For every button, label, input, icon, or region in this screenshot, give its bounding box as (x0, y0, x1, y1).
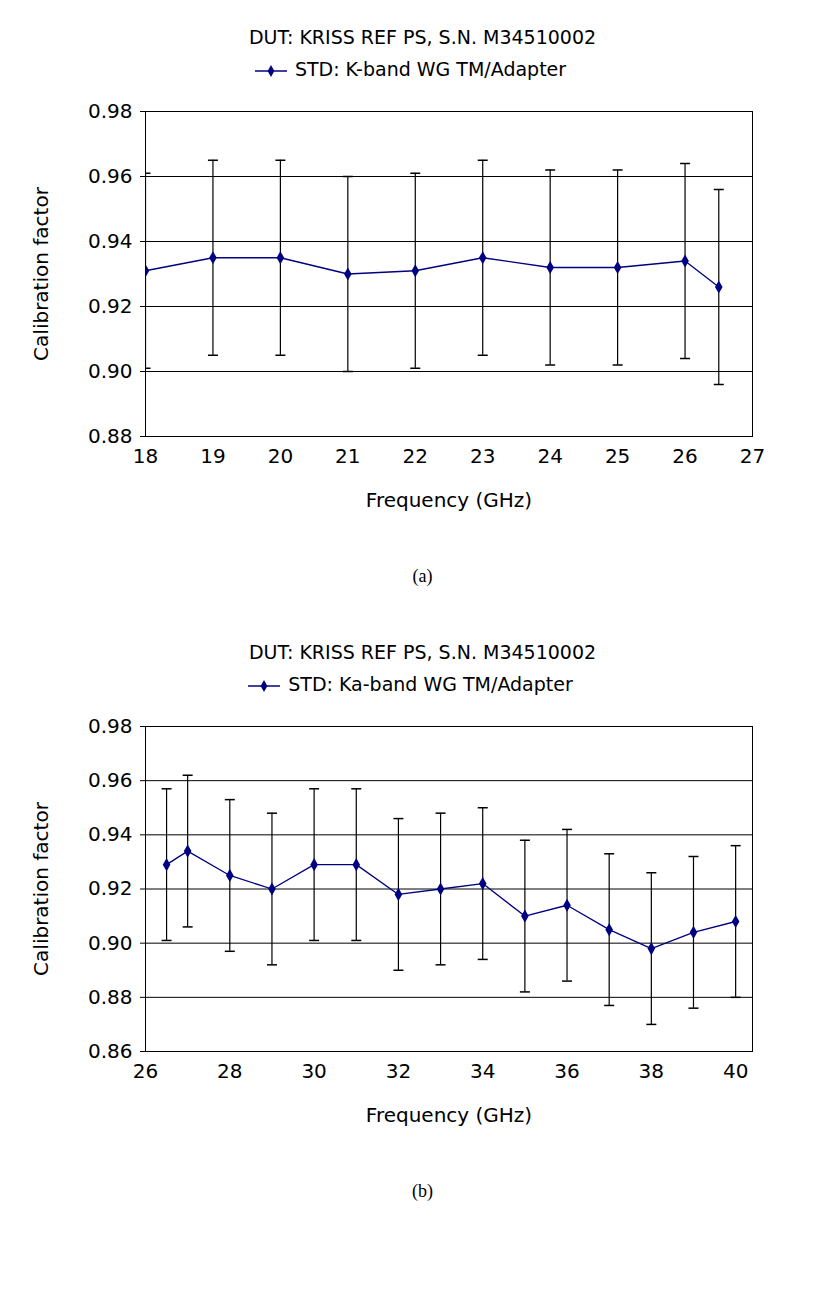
svg-text:0.98: 0.98 (88, 714, 133, 738)
svg-text:38: 38 (639, 1059, 664, 1083)
html-text:STD: Ka-band WG TM/Adapter: STD: Ka-band WG TM/Adapter (288, 673, 573, 695)
svg-text:21: 21 (335, 444, 360, 468)
svg-text:24: 24 (537, 444, 562, 468)
html-text:STD: K-band WG TM/Adapter: STD: K-band WG TM/Adapter (294, 58, 567, 80)
html-text:(b): (b) (412, 1181, 433, 1201)
svg-text:0.92: 0.92 (88, 294, 133, 318)
svg-text:40: 40 (723, 1059, 748, 1083)
svg-text:0.90: 0.90 (88, 931, 133, 955)
html-text:(a): (a) (412, 566, 433, 586)
svg-text:0.96: 0.96 (88, 768, 133, 792)
svg-text:18: 18 (133, 444, 158, 468)
svg-text:0.94: 0.94 (88, 229, 133, 253)
svg-text:28: 28 (217, 1059, 242, 1083)
svg-text:Frequency (GHz): Frequency (GHz) (366, 488, 532, 512)
svg-text:26: 26 (133, 1059, 158, 1083)
svg-text:Frequency (GHz): Frequency (GHz) (366, 1103, 532, 1127)
svg-text:0.98: 0.98 (88, 99, 133, 123)
svg-text:36: 36 (554, 1059, 579, 1083)
svg-text:27: 27 (740, 444, 765, 468)
svg-text:0.92: 0.92 (88, 876, 133, 900)
svg-text:32: 32 (386, 1059, 411, 1083)
svg-text:25: 25 (605, 444, 630, 468)
svg-text:Calibration factor: Calibration factor (29, 801, 53, 976)
svg-text:20: 20 (268, 444, 293, 468)
svg-text:34: 34 (470, 1059, 495, 1083)
svg-text:0.88: 0.88 (88, 985, 133, 1009)
svg-text:0.96: 0.96 (88, 164, 133, 188)
svg-text:0.90: 0.90 (88, 359, 133, 383)
svg-text:0.88: 0.88 (88, 424, 133, 448)
svg-text:0.94: 0.94 (88, 822, 133, 846)
svg-text:30: 30 (301, 1059, 326, 1083)
svg-text:Calibration factor: Calibration factor (29, 186, 53, 361)
svg-text:23: 23 (470, 444, 495, 468)
html-text:DUT: KRISS REF PS, S.N. M34510: DUT: KRISS REF PS, S.N. M34510002 (248, 641, 597, 663)
svg-text:19: 19 (200, 444, 225, 468)
html-text:DUT: KRISS REF PS, S.N. M34510: DUT: KRISS REF PS, S.N. M34510002 (248, 26, 597, 48)
svg-text:0.86: 0.86 (88, 1039, 133, 1063)
svg-text:22: 22 (403, 444, 428, 468)
svg-text:26: 26 (672, 444, 697, 468)
